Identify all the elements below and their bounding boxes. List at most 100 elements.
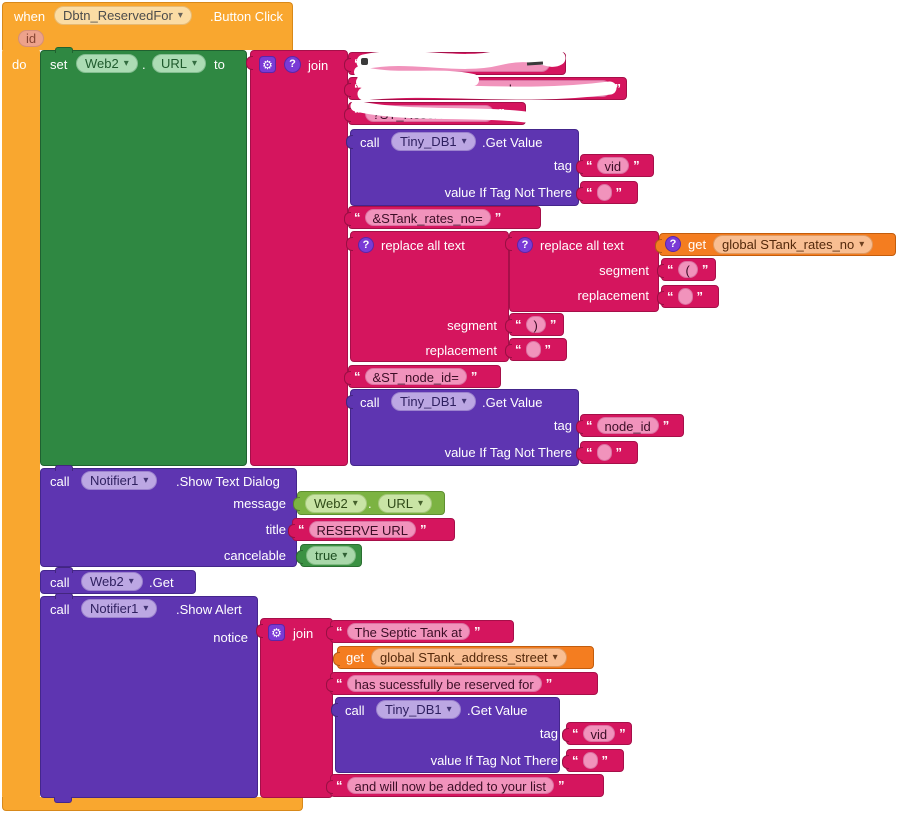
- text-field-rates-param[interactable]: &STank_rates_no=: [364, 209, 491, 226]
- text-field-success[interactable]: has sucessfully be reserved for: [346, 675, 542, 692]
- variable-dropdown-street[interactable]: global STank_address_street ▾: [371, 648, 567, 667]
- empty-text-field[interactable]: [677, 288, 693, 305]
- logic-true-dropdown[interactable]: true ▾: [306, 546, 357, 565]
- close-quote: ”: [553, 56, 561, 71]
- when-block-spine[interactable]: [2, 48, 40, 800]
- open-quote: “: [298, 522, 305, 537]
- empty-text-field[interactable]: [525, 341, 541, 358]
- replace-all-text-inner-block[interactable]: [505, 231, 659, 312]
- text-field-title[interactable]: RESERVE URL: [308, 521, 417, 538]
- replacement-label: replacement: [577, 288, 649, 303]
- text-field-tag[interactable]: node_id: [596, 417, 659, 434]
- get-label: get: [688, 237, 707, 252]
- open-quote: “: [586, 418, 593, 433]
- method-label: .Get Value: [482, 135, 543, 150]
- chevron-down-icon: ▾: [342, 549, 348, 561]
- text-string-query[interactable]: “ ?ST_ReservedFor= ”: [344, 102, 526, 125]
- text-string-tag-vid-1[interactable]: “ vid ”: [576, 154, 654, 177]
- close-quote: ”: [498, 106, 505, 121]
- text-string-open-paren[interactable]: “ ( ”: [657, 258, 716, 281]
- web2-component-dropdown[interactable]: Web2 ▾: [81, 572, 143, 591]
- help-icon[interactable]: ?: [284, 56, 301, 73]
- getter-property-dropdown[interactable]: URL ▾: [378, 494, 433, 513]
- empty-text-field[interactable]: [596, 444, 612, 461]
- notifier-show-alert-block[interactable]: [40, 593, 258, 798]
- help-icon[interactable]: ?: [358, 237, 374, 253]
- event-param-id[interactable]: id: [18, 30, 45, 47]
- tag-label: tag: [553, 418, 572, 433]
- tinydb-component-dropdown[interactable]: Tiny_DB1 ▾: [391, 132, 476, 151]
- set-property-dropdown[interactable]: URL ▾: [152, 54, 207, 73]
- help-icon[interactable]: ?: [665, 236, 681, 252]
- chevron-down-icon: ▾: [192, 57, 198, 69]
- chevron-down-icon: ▾: [143, 474, 149, 486]
- text-string-empty-inner[interactable]: “ ”: [657, 285, 719, 308]
- mutator-gear-icon[interactable]: ⚙: [259, 56, 276, 73]
- close-quote: ”: [633, 158, 640, 173]
- chevron-down-icon: ▾: [461, 395, 467, 407]
- text-string-tag-vid-2[interactable]: “ vid ”: [562, 722, 632, 745]
- text-string-rates-param[interactable]: “ &STank_rates_no= ”: [344, 206, 541, 229]
- text-field-query[interactable]: ?ST_ReservedFor=: [364, 105, 495, 122]
- notifier-component-dropdown[interactable]: Notifier1 ▾: [81, 471, 158, 490]
- method-label: .Get: [149, 575, 174, 590]
- call-label: call: [50, 602, 70, 617]
- text-field-url-1[interactable]: [364, 55, 550, 72]
- text-field-open-paren[interactable]: (: [677, 261, 698, 278]
- text-field-url-2[interactable]: ist_reserve.php: [364, 80, 611, 97]
- join-block-2[interactable]: [256, 618, 333, 798]
- method-label: .Show Text Dialog: [176, 474, 280, 489]
- redacted-fragment: ist_reserve.php: [434, 82, 524, 97]
- text-string-success[interactable]: “ has sucessfully be reserved for ”: [326, 672, 598, 695]
- value-if-not-there-label: value If Tag Not There: [444, 185, 572, 200]
- text-string-empty-outer[interactable]: “ ”: [505, 338, 567, 361]
- set-web2-url-block[interactable]: [40, 47, 247, 466]
- open-quote: “: [667, 289, 674, 304]
- set-dot-label: .: [142, 57, 146, 72]
- text-field-added-list[interactable]: and will now be added to your list: [346, 777, 555, 794]
- getter-component-dropdown[interactable]: Web2 ▾: [305, 494, 367, 513]
- close-quote: ”: [615, 185, 623, 200]
- when-block-footer[interactable]: [2, 797, 303, 811]
- set-component-dropdown[interactable]: Web2 ▾: [76, 54, 138, 73]
- text-string-empty-2[interactable]: “ ”: [576, 441, 638, 464]
- close-quote: ”: [544, 342, 552, 357]
- tinydb-component-dropdown[interactable]: Tiny_DB1 ▾: [376, 700, 461, 719]
- text-field-node-param[interactable]: &ST_node_id=: [364, 368, 467, 385]
- close-quote: ”: [545, 676, 553, 691]
- text-string-septic-tank[interactable]: “ The Septic Tank at ”: [326, 620, 514, 643]
- text-field-septic-tank[interactable]: The Septic Tank at: [346, 623, 470, 640]
- close-quote: ”: [473, 624, 481, 639]
- text-string-title[interactable]: “ RESERVE URL ”: [288, 518, 455, 541]
- close-quote: ”: [558, 778, 565, 793]
- text-string-empty-1[interactable]: “ ”: [576, 181, 638, 204]
- when-label: when: [14, 9, 46, 24]
- text-string-url-2[interactable]: “ ist_reserve.php ”: [344, 77, 627, 100]
- text-string-empty-3[interactable]: “ ”: [562, 749, 624, 772]
- variable-dropdown-rates[interactable]: global STank_rates_no ▾: [713, 235, 874, 254]
- text-string-added-list[interactable]: “ and will now be added to your list ”: [326, 774, 604, 797]
- chevron-down-icon: ▾: [552, 651, 558, 663]
- mutator-gear-icon[interactable]: ⚙: [268, 624, 285, 641]
- replace-all-text-outer-block[interactable]: [346, 231, 509, 362]
- close-quote: ”: [615, 445, 623, 460]
- text-field-tag[interactable]: vid: [582, 725, 616, 742]
- text-field-close-paren[interactable]: ): [525, 316, 546, 333]
- tinydb-component-dropdown[interactable]: Tiny_DB1 ▾: [391, 392, 476, 411]
- text-string-close-paren[interactable]: “ ) ”: [505, 313, 564, 336]
- text-field-tag[interactable]: vid: [596, 157, 630, 174]
- text-string-tag-nodeid[interactable]: “ node_id ”: [576, 414, 684, 437]
- empty-text-field[interactable]: [582, 752, 598, 769]
- chevron-down-icon: ▾: [177, 9, 183, 21]
- segment-label: segment: [447, 318, 497, 333]
- getter-dot-label: .: [368, 496, 372, 511]
- open-quote: “: [354, 106, 361, 121]
- call-label: call: [360, 395, 380, 410]
- join-block-1[interactable]: [246, 50, 348, 466]
- empty-text-field[interactable]: [596, 184, 612, 201]
- close-quote: ”: [470, 369, 478, 384]
- help-icon[interactable]: ?: [517, 237, 533, 253]
- notifier-component-dropdown[interactable]: Notifier1 ▾: [81, 599, 158, 618]
- text-string-node-param[interactable]: “ &ST_node_id= ”: [344, 365, 501, 388]
- event-component-dropdown[interactable]: Dbtn_ReservedFor ▾: [54, 6, 192, 25]
